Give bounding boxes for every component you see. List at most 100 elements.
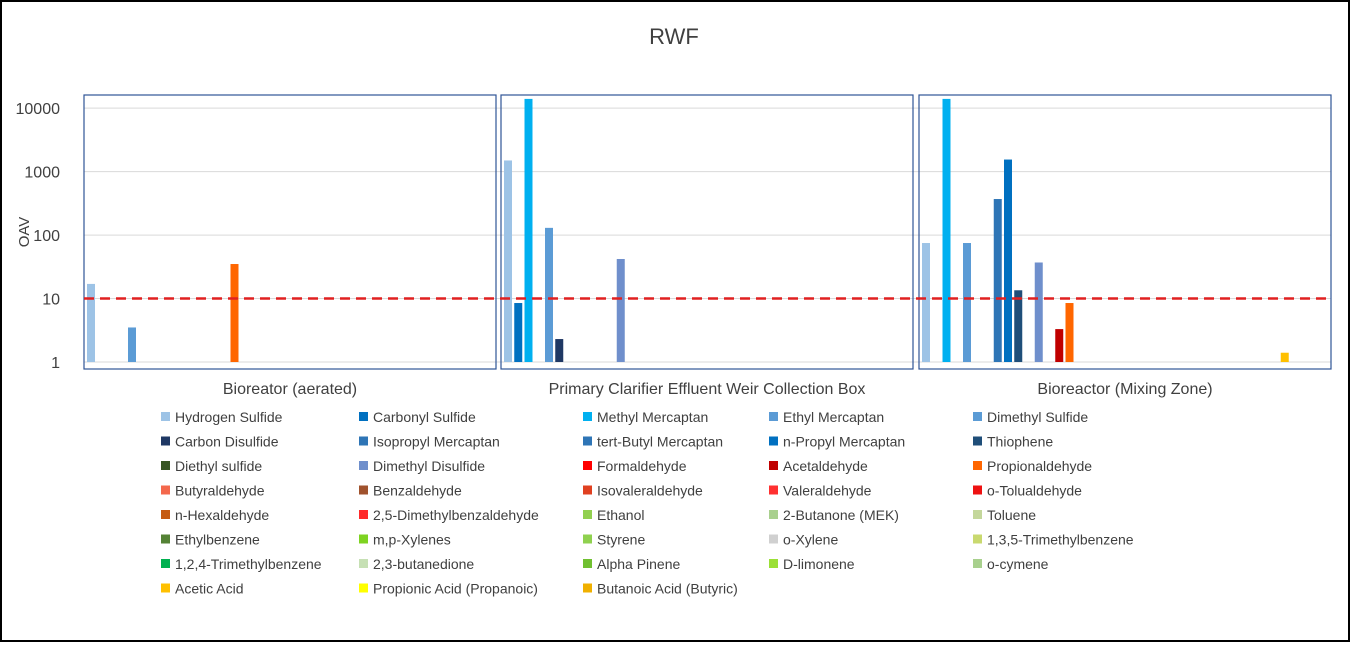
y-axis-ticks: 1 10 100 1000 10000: [16, 101, 61, 372]
legend-label: Valeraldehyde: [783, 483, 872, 499]
bar: [524, 98, 533, 362]
bar: [230, 264, 239, 362]
legend-swatch: [769, 436, 778, 446]
legend-swatch: [769, 461, 778, 470]
bar: [87, 283, 95, 362]
legend-swatch: [359, 534, 368, 544]
legend-swatch: [583, 534, 592, 544]
legend-label: Methyl Mercaptan: [597, 409, 708, 425]
legend-swatch: [973, 436, 982, 446]
bar: [922, 243, 930, 362]
legend-label: 1,3,5-Trimethylbenzene: [987, 532, 1134, 548]
legend-label: Toluene: [987, 507, 1036, 523]
legend-label: Isopropyl Mercaptan: [373, 434, 500, 450]
legend-swatch: [161, 534, 170, 544]
legend-swatch: [583, 485, 592, 495]
legend-label: Carbon Disulfide: [175, 434, 279, 450]
y-tick-label: 1: [51, 355, 60, 372]
legend-label: Propionaldehyde: [987, 458, 1092, 474]
bar: [1065, 303, 1074, 362]
legend-label: Propionic Acid (Propanoic): [373, 581, 538, 597]
legend-swatch: [359, 583, 368, 593]
legend-swatch: [583, 461, 592, 470]
legend-swatch: [359, 412, 368, 421]
y-axis-label: OAV: [16, 217, 33, 248]
bar: [514, 303, 523, 362]
gridlines: [84, 107, 1331, 363]
legend-label: Thiophene: [987, 434, 1053, 450]
legend-label: Acetaldehyde: [783, 458, 868, 474]
legend-label: Formaldehyde: [597, 458, 687, 474]
y-tick-label: 10000: [16, 101, 61, 118]
bar: [942, 98, 951, 362]
legend-label: Butanoic Acid (Butyric): [597, 581, 738, 597]
legend-label: Diethyl sulfide: [175, 458, 262, 474]
legend-label: 2-Butanone (MEK): [783, 507, 899, 523]
legend-swatch: [583, 583, 592, 593]
bar: [963, 243, 971, 362]
y-tick-label: 10: [42, 292, 60, 309]
legend-label: Ethanol: [597, 507, 644, 523]
legend-swatch: [973, 534, 982, 544]
legend-label: Alpha Pinene: [597, 556, 681, 572]
legend-swatch: [161, 461, 170, 470]
legend-label: Ethyl Mercaptan: [783, 409, 884, 425]
y-tick-label: 100: [33, 228, 60, 245]
bar: [1014, 290, 1023, 362]
legend-swatch: [973, 461, 982, 470]
legend-label: Hydrogen Sulfide: [175, 409, 283, 425]
legend-label: 2,5-Dimethylbenzaldehyde: [373, 507, 539, 523]
bar: [504, 160, 512, 362]
legend-label: Ethylbenzene: [175, 532, 260, 548]
legend-label: Butyraldehyde: [175, 483, 265, 499]
legend-label: tert-Butyl Mercaptan: [597, 434, 723, 450]
legend-swatch: [359, 485, 368, 495]
legend: Hydrogen Sulfide Carbonyl Sulfide Methyl M…: [161, 409, 1134, 597]
chart-title: RWF: [649, 24, 699, 49]
legend-label: o-Tolualdehyde: [987, 483, 1082, 499]
category-label: Primary Clarifier Effluent Weir Collecti…: [549, 381, 866, 398]
bar: [1004, 159, 1012, 362]
legend-swatch: [973, 510, 982, 519]
legend-label: Benzaldehyde: [373, 483, 462, 499]
legend-swatch: [359, 436, 368, 446]
chart-bars: [87, 98, 1289, 362]
legend-label: Dimethyl Disulfide: [373, 458, 485, 474]
legend-swatch: [161, 436, 170, 446]
bar: [555, 339, 564, 362]
legend-swatch: [973, 559, 982, 568]
legend-label: D-limonene: [783, 556, 855, 572]
legend-label: o-Xylene: [783, 532, 838, 548]
legend-label: Acetic Acid: [175, 581, 243, 597]
panel-frame: [918, 94, 1332, 370]
legend-label: Carbonyl Sulfide: [373, 409, 476, 425]
legend-swatch: [359, 510, 368, 519]
legend-swatch: [583, 412, 592, 421]
legend-swatch: [973, 412, 982, 421]
chart-panels: Bioreator (aerated) Primary Clarifier Eff…: [83, 94, 1332, 398]
legend-swatch: [583, 436, 592, 446]
legend-swatch: [161, 510, 170, 519]
bar: [1034, 262, 1043, 362]
legend-label: Isovaleraldehyde: [597, 483, 703, 499]
y-tick-label: 1000: [24, 165, 60, 182]
legend-swatch: [161, 559, 170, 568]
legend-swatch: [769, 534, 778, 544]
bar: [1280, 352, 1289, 362]
bar: [128, 327, 136, 362]
legend-label: m,p-Xylenes: [373, 532, 451, 548]
bar: [993, 199, 1002, 362]
legend-swatch: [769, 412, 778, 421]
legend-swatch: [769, 510, 778, 519]
legend-label: n-Propyl Mercaptan: [783, 434, 905, 450]
category-label: Bioreator (aerated): [223, 381, 357, 398]
category-label: Bioreactor (Mixing Zone): [1037, 381, 1212, 398]
legend-swatch: [359, 461, 368, 470]
legend-swatch: [583, 559, 592, 568]
legend-label: 1,2,4-Trimethylbenzene: [175, 556, 322, 572]
legend-swatch: [769, 485, 778, 495]
legend-swatch: [973, 485, 982, 495]
legend-label: Styrene: [597, 532, 645, 548]
